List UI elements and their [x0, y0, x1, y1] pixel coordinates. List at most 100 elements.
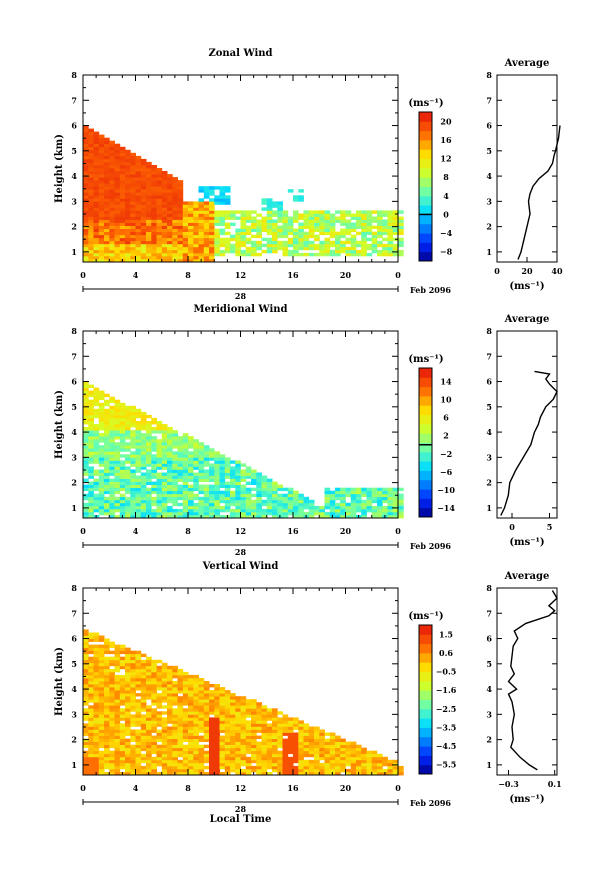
heatmap-cell [172, 741, 178, 745]
heatmap-cell [167, 213, 173, 217]
heatmap-cell [140, 502, 147, 507]
heatmap-cell [125, 684, 131, 688]
heatmap-cell [140, 177, 147, 181]
heatmap-cell [83, 216, 89, 220]
heatmap-cell [140, 246, 147, 251]
average-x-tick-label: 0.1 [548, 779, 562, 789]
heatmap-cell [350, 747, 357, 752]
heatmap-cell [140, 668, 147, 673]
heatmap-cell [203, 222, 210, 226]
heatmap-cell [308, 729, 315, 733]
heatmap-cell [88, 430, 94, 434]
heatmap-cell [345, 240, 352, 245]
heatmap-cell [104, 714, 110, 718]
heatmap-cell [324, 487, 331, 492]
heatmap-cell [172, 508, 178, 513]
heatmap-cell [256, 219, 262, 223]
heatmap-cell [277, 738, 283, 742]
heatmap-cell [329, 240, 336, 245]
heatmap-cell [140, 756, 147, 761]
heatmap-cell [287, 228, 294, 232]
heatmap-cell [140, 726, 147, 730]
heatmap-cell [198, 225, 205, 229]
heatmap-cell [167, 687, 173, 691]
heatmap-cell [314, 772, 320, 776]
heatmap-cell [298, 246, 304, 251]
heatmap-cell [146, 505, 152, 510]
heatmap-cell [345, 210, 352, 214]
heatmap-cell [93, 678, 100, 682]
heatmap-cell [177, 726, 184, 730]
heatmap-cell [151, 684, 157, 688]
heatmap-cell [83, 213, 89, 217]
heatmap-cell [182, 478, 189, 482]
colorbar-swatch [419, 195, 432, 206]
heatmap-cell [135, 750, 142, 755]
heatmap-cell [293, 717, 299, 721]
heatmap-cell [387, 768, 394, 773]
heatmap-cell [340, 762, 346, 767]
heatmap-cell [350, 759, 357, 764]
heatmap-cell [151, 699, 157, 703]
heatmap-cell [277, 201, 283, 205]
heatmap-cell [277, 765, 283, 770]
heatmap-cell [298, 198, 304, 202]
heatmap-cell [104, 417, 110, 422]
heatmap-cell [140, 708, 147, 712]
heatmap-cell [125, 249, 131, 254]
heatmap-cell [335, 735, 341, 739]
heatmap-cell [277, 496, 283, 501]
heatmap-cell [224, 493, 231, 498]
heatmap-cell [240, 732, 247, 736]
heatmap-cell [125, 659, 131, 664]
heatmap-cell [88, 469, 94, 473]
heatmap-cell [109, 508, 115, 513]
heatmap-cell [114, 207, 121, 211]
heatmap-cell [172, 460, 178, 464]
heatmap-cell [182, 448, 189, 452]
heatmap-cell [203, 472, 210, 476]
heatmap-cell [104, 246, 110, 251]
heatmap-cell [98, 204, 105, 208]
heatmap-cell [371, 219, 378, 223]
heatmap-cell [182, 472, 189, 476]
heatmap-cell [130, 478, 136, 482]
heatmap-cell [188, 690, 194, 694]
heatmap-cell [340, 508, 346, 513]
heatmap-cell [350, 487, 357, 492]
heatmap-cell [266, 502, 273, 507]
heatmap-cell [398, 499, 404, 504]
y-tick-label: 7 [71, 608, 77, 618]
heatmap-cell [251, 249, 257, 254]
heatmap-cell [146, 708, 152, 712]
heatmap-cell [182, 475, 189, 479]
heatmap-cell [361, 515, 367, 519]
heatmap-cell [209, 466, 215, 470]
heatmap-cell [83, 723, 89, 727]
heatmap-cell [335, 246, 341, 251]
heatmap-cell [114, 499, 121, 504]
heatmap-cell [287, 252, 294, 257]
heatmap-cell [172, 671, 178, 676]
heatmap-cell [140, 696, 147, 700]
heatmap-cell [235, 744, 241, 749]
heatmap-cell [224, 750, 231, 755]
heatmap-cell [83, 183, 89, 187]
heatmap-cell [224, 186, 231, 190]
heatmap-cell [256, 515, 262, 519]
heatmap-cell [209, 259, 215, 263]
heatmap-cell [104, 762, 110, 767]
heatmap-cell [135, 768, 142, 773]
heatmap-cell [182, 505, 189, 510]
heatmap-cell [119, 168, 126, 172]
heatmap-cell [182, 436, 189, 440]
heatmap-cell [256, 484, 262, 488]
heatmap-cell [256, 502, 262, 507]
heatmap-cell [140, 768, 147, 773]
heatmap-cell [319, 216, 325, 220]
heatmap-cell [209, 255, 215, 260]
heatmap-cell [104, 393, 110, 398]
heatmap-cell [93, 454, 100, 458]
heatmap-cell [135, 448, 142, 452]
heatmap-cell [130, 653, 136, 658]
